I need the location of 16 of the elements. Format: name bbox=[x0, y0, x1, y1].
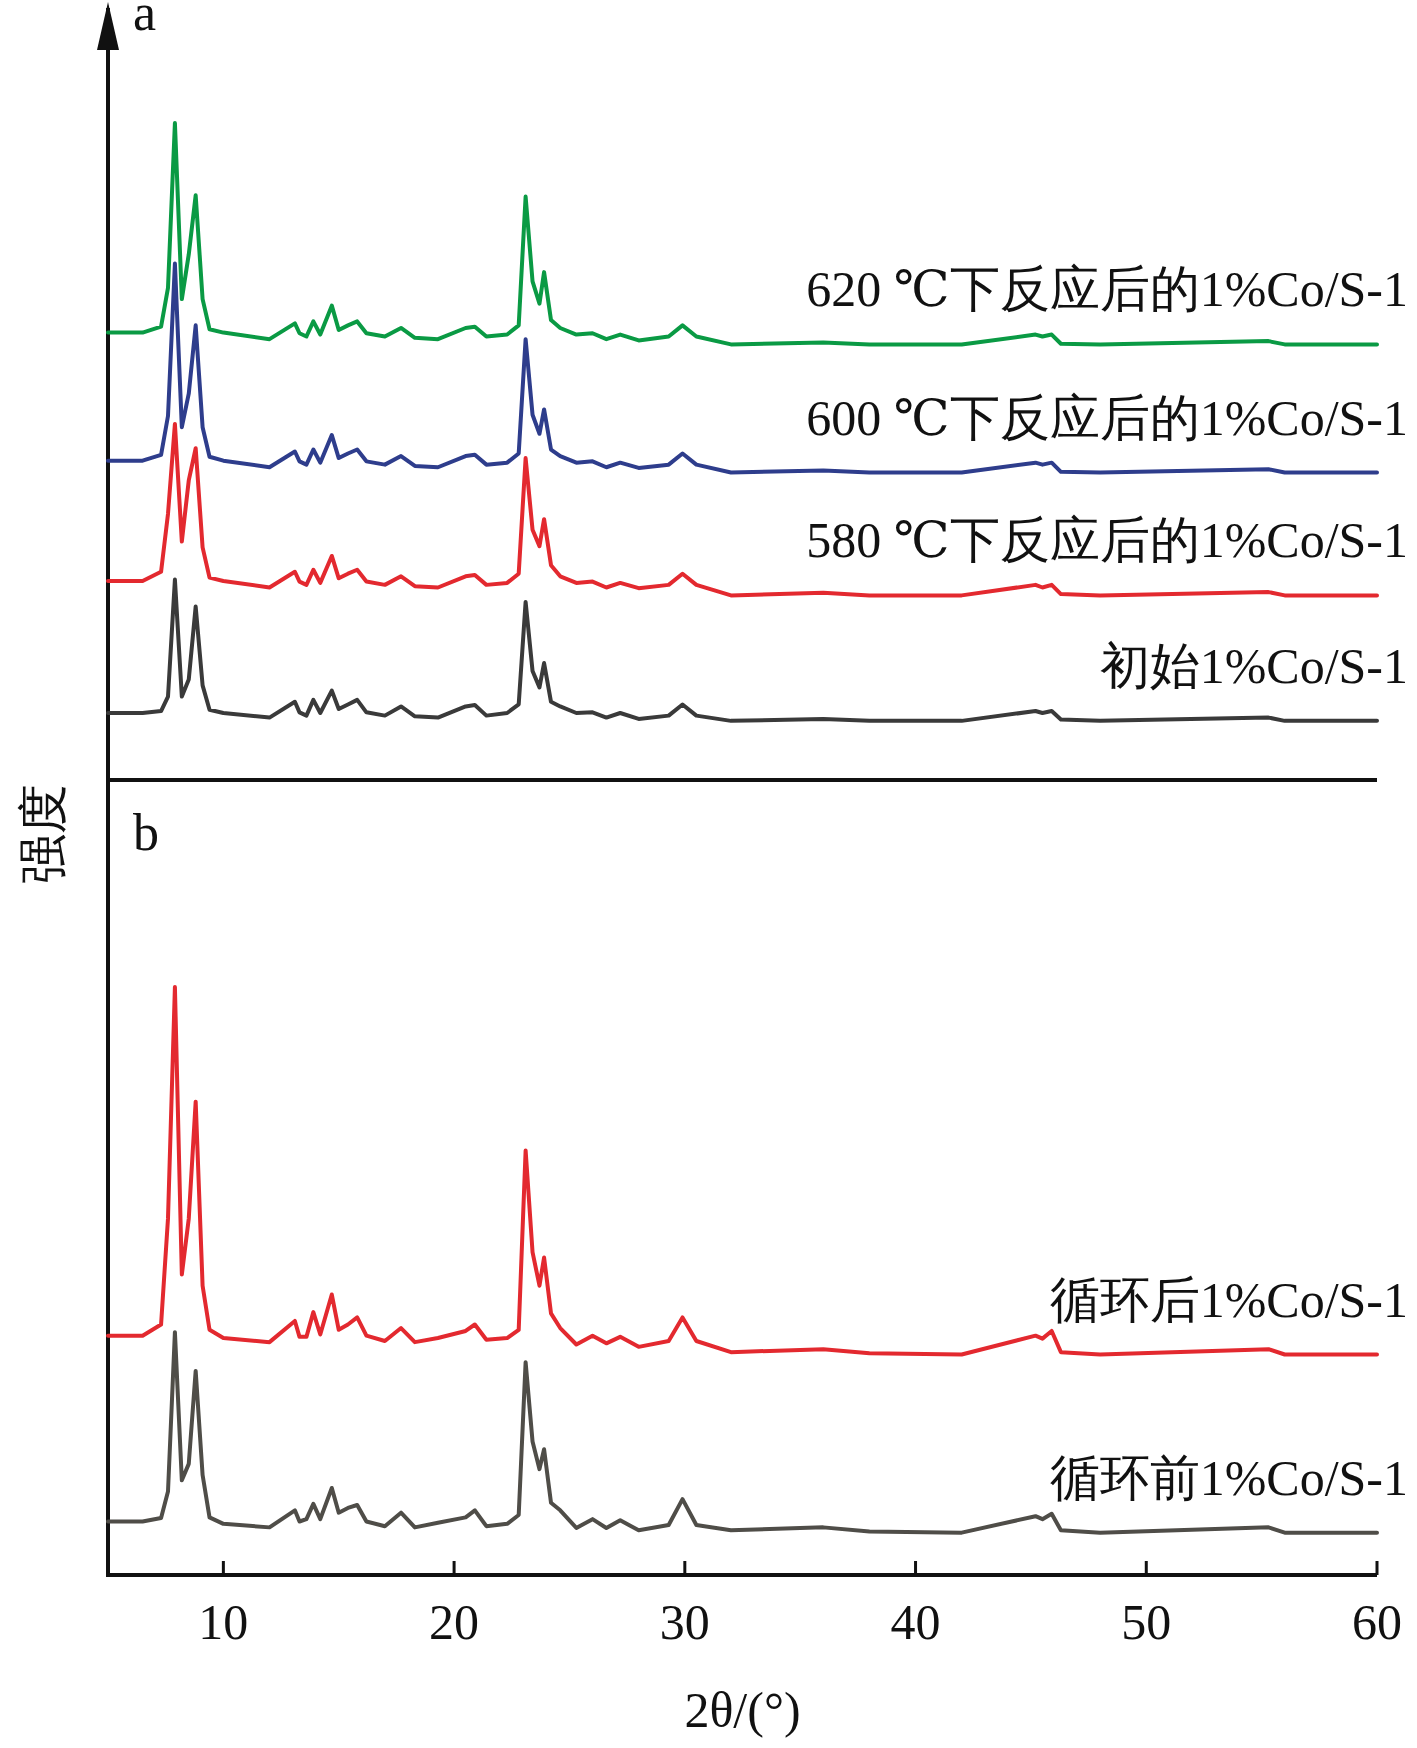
series-label: 580 ℃下反应后的1%Co/S-1 bbox=[806, 512, 1408, 569]
series-label: 600 ℃下反应后的1%Co/S-1 bbox=[806, 389, 1408, 446]
series-label: 620 ℃下反应后的1%Co/S-1 bbox=[806, 261, 1408, 318]
series-label: 循环前1%Co/S-1 bbox=[1049, 1449, 1408, 1506]
x-tick-label: 10 bbox=[198, 1594, 249, 1650]
series-label: 循环后1%Co/S-1 bbox=[1049, 1271, 1408, 1328]
chart-title: a bbox=[133, 0, 157, 41]
x-tick-label: 40 bbox=[890, 1594, 941, 1650]
series-label: 初始1%Co/S-1 bbox=[1099, 637, 1408, 694]
chart-title: b bbox=[133, 804, 159, 861]
y-axis-title: 强度 bbox=[15, 784, 71, 884]
x-tick-label: 50 bbox=[1121, 1594, 1172, 1650]
x-tick-label: 20 bbox=[429, 1594, 480, 1650]
x-tick-label: 30 bbox=[659, 1594, 710, 1650]
x-tick-label: 60 bbox=[1352, 1594, 1402, 1650]
x-axis-title: 2θ/(°) bbox=[684, 1682, 801, 1738]
